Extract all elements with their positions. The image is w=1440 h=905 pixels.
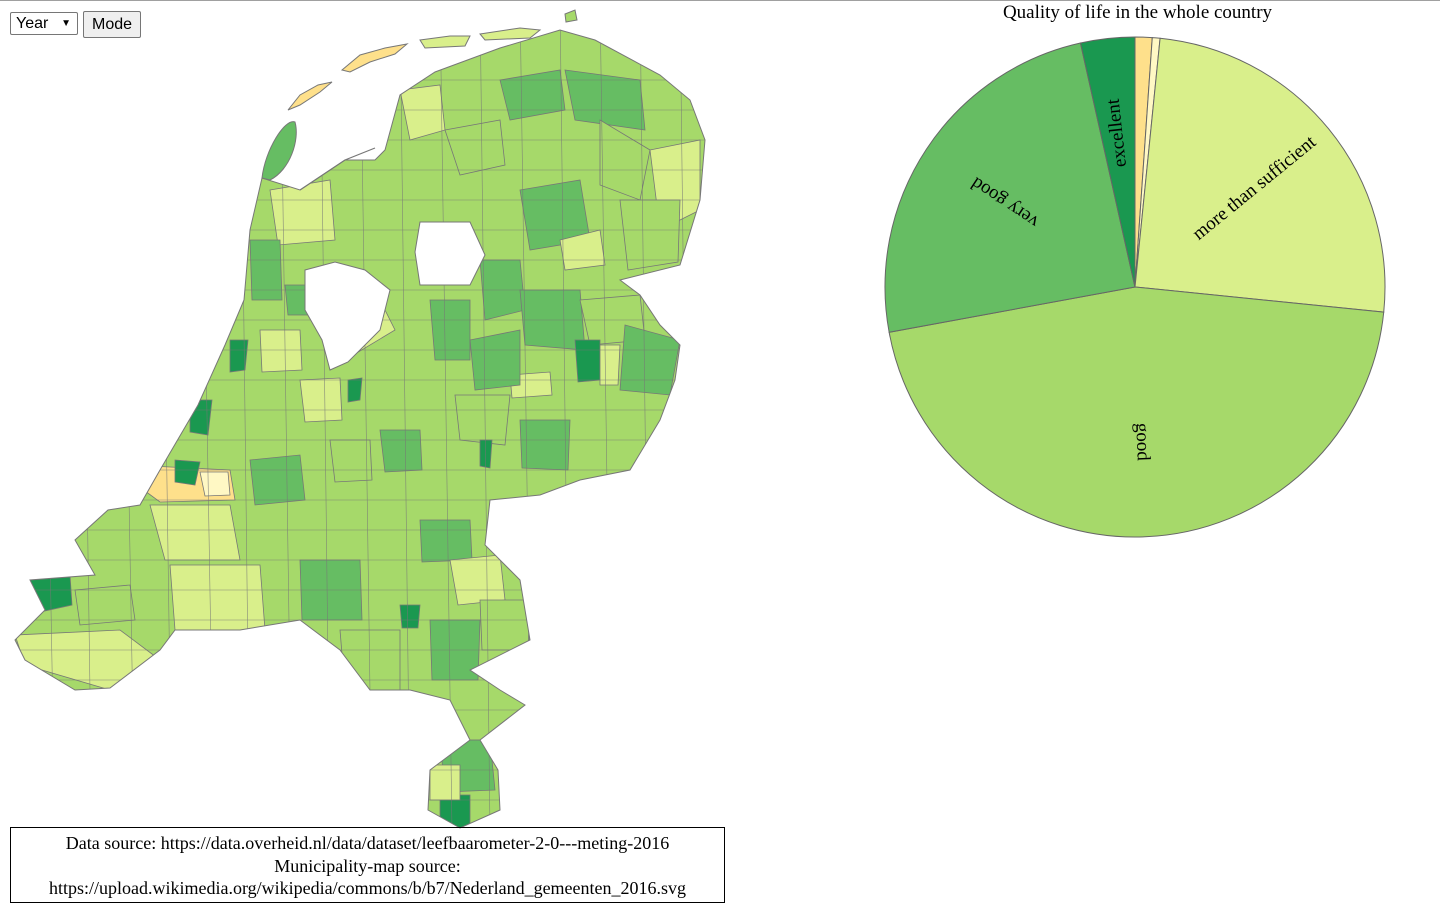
dropdown-arrow-icon: ▼ xyxy=(61,18,71,29)
island-rottumeroog xyxy=(564,9,578,23)
island-ameland xyxy=(419,35,471,49)
municipality-map xyxy=(0,0,730,830)
pie-slice-3[interactable] xyxy=(888,286,1385,538)
map-source-label: Municipality-map source: xyxy=(274,855,461,876)
map-svg xyxy=(14,9,706,829)
island-terschelling xyxy=(340,43,409,73)
top-rule xyxy=(0,0,1440,1)
controls-bar: Year ▼ Mode xyxy=(10,11,142,38)
data-source-box: Data source: https://data.overheid.nl/da… xyxy=(10,827,725,903)
pie-slice-5[interactable] xyxy=(1079,36,1136,288)
pie-label-3: good xyxy=(1131,422,1154,461)
pie-slice-2[interactable] xyxy=(1134,37,1386,313)
island-schiermonnikoog xyxy=(479,27,542,41)
map-source-url: https://upload.wikimedia.org/wikipedia/c… xyxy=(48,878,687,898)
data-source-line: Data source: https://data.overheid.nl/da… xyxy=(65,833,670,853)
year-select-value: Year xyxy=(16,14,49,32)
chart-title: Quality of life in the whole country xyxy=(1002,2,1273,23)
mode-button[interactable]: Mode xyxy=(83,11,142,38)
year-select[interactable]: Year ▼ xyxy=(10,12,78,35)
island-texel xyxy=(261,121,297,181)
island-vlieland xyxy=(287,81,333,111)
map-regions xyxy=(15,30,705,828)
afsluitdijk-line xyxy=(299,147,376,191)
pie-slice-4[interactable] xyxy=(884,42,1136,333)
pie-chart-panel: Quality of life in the whole country mor… xyxy=(870,0,1400,545)
